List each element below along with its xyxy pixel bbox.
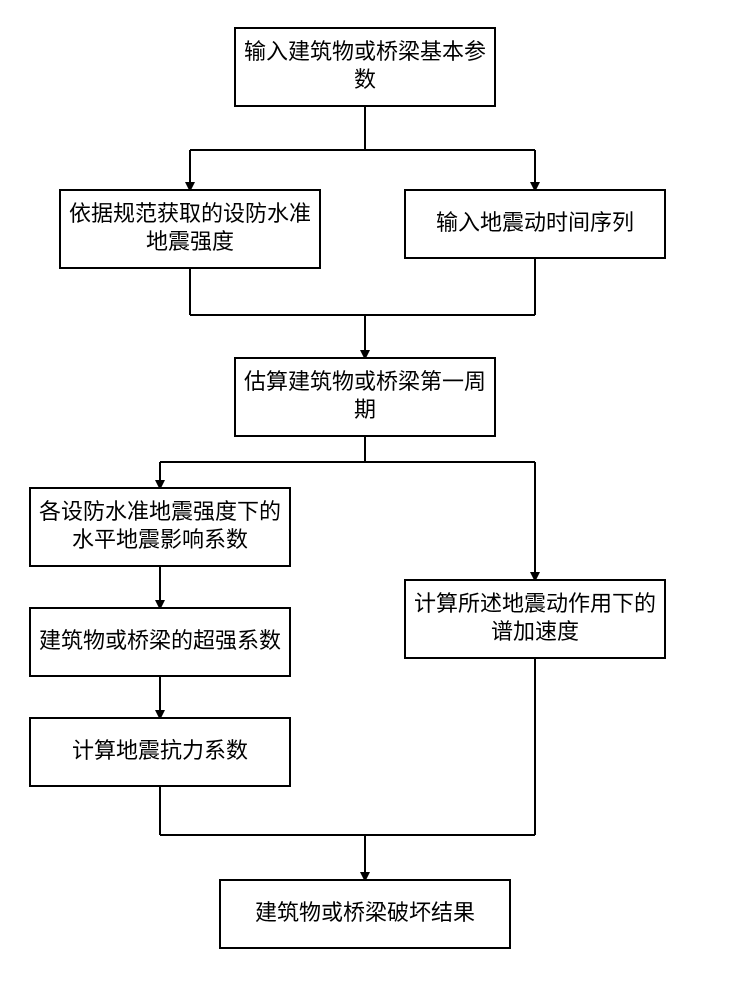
node-label: 建筑物或桥梁破坏结果 xyxy=(255,900,475,925)
node-label: 计算所述地震动作用下的 xyxy=(414,591,656,616)
node-label: 输入地震动时间序列 xyxy=(436,210,634,235)
flow-node-n1: 输入建筑物或桥梁基本参数 xyxy=(235,28,495,106)
node-label: 计算地震抗力系数 xyxy=(72,738,248,763)
flow-node-n6: 建筑物或桥梁的超强系数 xyxy=(30,608,290,676)
node-label: 估算建筑物或桥梁第一周 xyxy=(244,369,486,394)
flowchart: 输入建筑物或桥梁基本参数依据规范获取的设防水准地震强度 输入地震动时间序列估算建筑… xyxy=(0,0,729,1000)
flow-node-n2: 依据规范获取的设防水准地震强度 xyxy=(60,190,320,268)
node-label: 建筑物或桥梁的超强系数 xyxy=(39,628,281,653)
node-label: 依据规范获取的设防水准 xyxy=(69,201,311,226)
node-label: 期 xyxy=(354,397,376,422)
node-label: 水平地震影响系数 xyxy=(72,527,248,552)
flow-node-n9: 建筑物或桥梁破坏结果 xyxy=(220,880,510,948)
flow-node-n5: 各设防水准地震强度下的水平地震影响系数 xyxy=(30,488,290,566)
flow-node-n7: 计算所述地震动作用下的谱加速度 xyxy=(405,580,665,658)
node-label: 各设防水准地震强度下的 xyxy=(39,499,281,524)
node-label: 输入建筑物或桥梁基本参 xyxy=(244,39,486,64)
nodes-layer: 输入建筑物或桥梁基本参数依据规范获取的设防水准地震强度 输入地震动时间序列估算建筑… xyxy=(30,28,665,948)
flow-node-n4: 估算建筑物或桥梁第一周期 xyxy=(235,358,495,436)
flow-node-n3: 输入地震动时间序列 xyxy=(405,190,665,258)
flow-node-n8: 计算地震抗力系数 xyxy=(30,718,290,786)
node-label: 数 xyxy=(354,67,376,92)
node-label: 地震强度 xyxy=(146,229,234,254)
node-label: 谱加速度 xyxy=(491,619,579,644)
